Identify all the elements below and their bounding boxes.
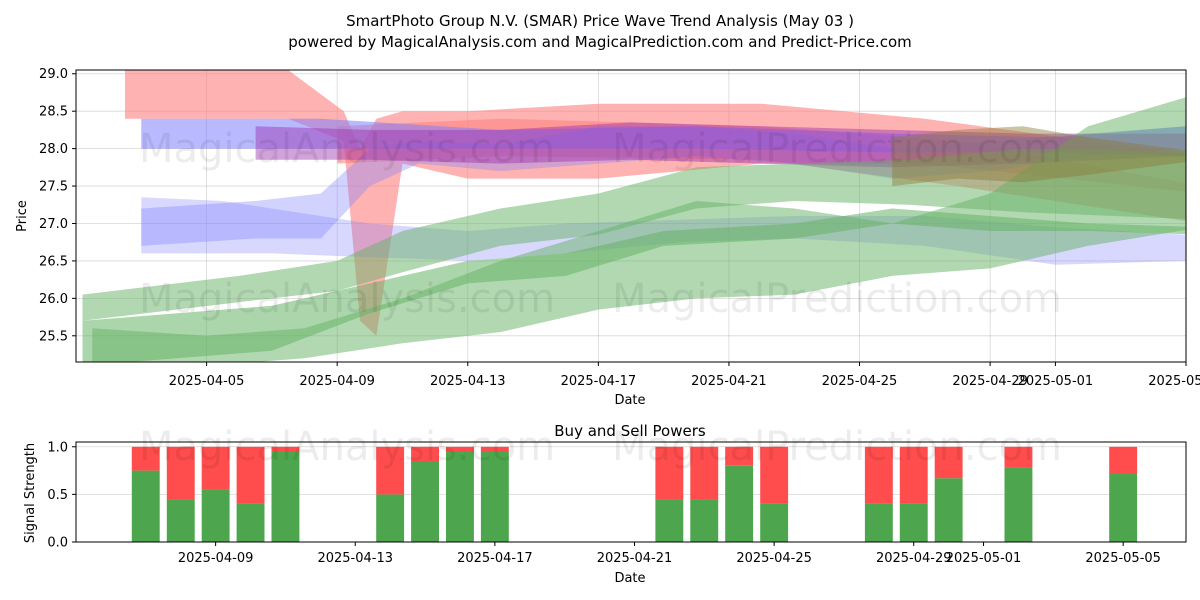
buy-sell-title: Buy and Sell Powers (554, 422, 706, 440)
buy-bar (166, 499, 195, 542)
sell-bar (376, 446, 405, 495)
wave-bands (82, 70, 1186, 362)
buy-bar (446, 451, 474, 542)
price-y-tick-label: 28.5 (39, 105, 68, 120)
watermark-top-left: MagicalAnalysis.com (139, 126, 555, 172)
price-x-ticks: 2025-04-05 2025-04-09 2025-04-13 2025-04-17… (169, 362, 1200, 389)
signal-x-label: Date (614, 571, 645, 586)
price-x-tick-label: 2025-05-01 (1018, 374, 1094, 389)
sell-bar (201, 446, 230, 490)
price-x-tick-label: 2025-04-17 (561, 374, 637, 389)
price-x-tick-label: 2025-04-09 (299, 374, 375, 389)
buy-bar (655, 499, 684, 542)
price-y-tick-label: 27.0 (39, 217, 68, 232)
sell-bar (446, 446, 474, 452)
sell-bar (480, 446, 509, 452)
chart-title: SmartPhoto Group N.V. (SMAR) Price Wave … (346, 12, 854, 30)
sell-bar (131, 446, 160, 471)
signal-x-tick-label: 2025-04-13 (317, 551, 393, 566)
price-x-tick-label: 2025-04-21 (691, 374, 767, 389)
price-x-tick-label: 2025-04-25 (822, 374, 898, 389)
buy-bar (1109, 473, 1138, 542)
price-x-tick-label: 2025-05-05 (1148, 374, 1200, 389)
signal-x-ticks: 2025-04-09 2025-04-13 2025-04-17 2025-04-21… (178, 542, 1161, 566)
buy-bar (899, 503, 928, 542)
sell-bar (411, 446, 439, 462)
price-y-ticks: 25.5 26.0 26.5 27.0 27.5 28.0 28.5 29.0 (39, 67, 76, 344)
buy-bar (271, 451, 300, 542)
signal-axes-frame (75, 441, 1187, 543)
signal-x-tick-label: 2025-04-25 (736, 551, 812, 566)
price-x-tick-label: 2025-04-05 (169, 374, 245, 389)
price-y-tick-label: 29.0 (39, 67, 68, 82)
sell-bar (725, 446, 754, 466)
price-x-tick-label: 2025-04-29 (952, 374, 1028, 389)
signal-y-tick-label: 0.0 (47, 536, 68, 551)
watermark-top-right: MagicalPrediction.com (612, 126, 1062, 172)
sell-bar (1109, 446, 1138, 474)
price-y-label: Price (15, 200, 30, 232)
buy-bar (934, 478, 963, 542)
wave-band-green-wave-3 (92, 97, 1186, 362)
watermark-mid-right: MagicalPrediction.com (612, 276, 1062, 322)
signal-x-tick-label: 2025-04-29 (876, 551, 952, 566)
buy-bar (725, 465, 754, 542)
signal-y-label: Signal Strength (23, 443, 38, 543)
price-y-tick-label: 26.0 (39, 292, 68, 307)
signal-x-tick-label: 2025-05-01 (946, 551, 1022, 566)
price-y-tick-label: 27.5 (39, 180, 68, 195)
sell-bar (864, 446, 893, 504)
buy-sell-plot: Buy and Sell Powers MagicalAnalysis.com … (23, 422, 1187, 586)
buy-bar (201, 489, 230, 542)
price-y-tick-label: 28.0 (39, 142, 68, 157)
buy-bar (1004, 467, 1033, 542)
signal-bars (131, 446, 1138, 542)
signal-y-tick-label: 1.0 (47, 440, 68, 455)
price-y-tick-label: 26.5 (39, 254, 68, 269)
sell-bar (166, 446, 195, 500)
buy-bar (376, 494, 405, 542)
sell-bar (271, 446, 300, 452)
wave-band-blue-wave-3 (141, 126, 1186, 246)
buy-bar (690, 499, 719, 542)
buy-bar (480, 451, 509, 542)
sell-bar (236, 446, 265, 504)
watermark-mid-left: MagicalAnalysis.com (139, 276, 555, 322)
watermark-bottom-right: MagicalPrediction.com (612, 424, 1062, 470)
signal-y-tick-label: 0.5 (47, 488, 68, 503)
buy-bar (864, 503, 893, 542)
sell-bar (1004, 446, 1033, 468)
wave-band-blue-wave-1 (141, 118, 1186, 157)
wave-band-green-wave-2 (82, 148, 1186, 321)
buy-bar (236, 503, 265, 542)
price-axes-frame (75, 69, 1187, 363)
buy-bar (411, 461, 439, 542)
price-wave-plot: MagicalAnalysis.com MagicalPrediction.co… (15, 67, 1200, 408)
signal-y-ticks: 0.0 0.5 1.0 (47, 440, 76, 551)
sell-bar (760, 446, 789, 504)
chart-subtitle: powered by MagicalAnalysis.com and Magic… (288, 33, 912, 51)
sell-bar (690, 446, 719, 500)
signal-x-tick-label: 2025-05-05 (1085, 551, 1161, 566)
sell-bar (899, 446, 928, 504)
price-y-tick-label: 25.5 (39, 329, 68, 344)
sell-bar (655, 446, 684, 500)
signal-x-tick-label: 2025-04-21 (597, 551, 673, 566)
price-x-label: Date (614, 393, 645, 408)
signal-x-tick-label: 2025-04-09 (178, 551, 254, 566)
buy-bar (131, 470, 160, 542)
watermark-bottom-left: MagicalAnalysis.com (139, 424, 555, 470)
signal-x-tick-label: 2025-04-17 (457, 551, 533, 566)
price-x-tick-label: 2025-04-13 (430, 374, 506, 389)
wave-band-olive-wave (892, 126, 1186, 187)
buy-bar (760, 503, 789, 542)
sell-bar (934, 446, 963, 479)
